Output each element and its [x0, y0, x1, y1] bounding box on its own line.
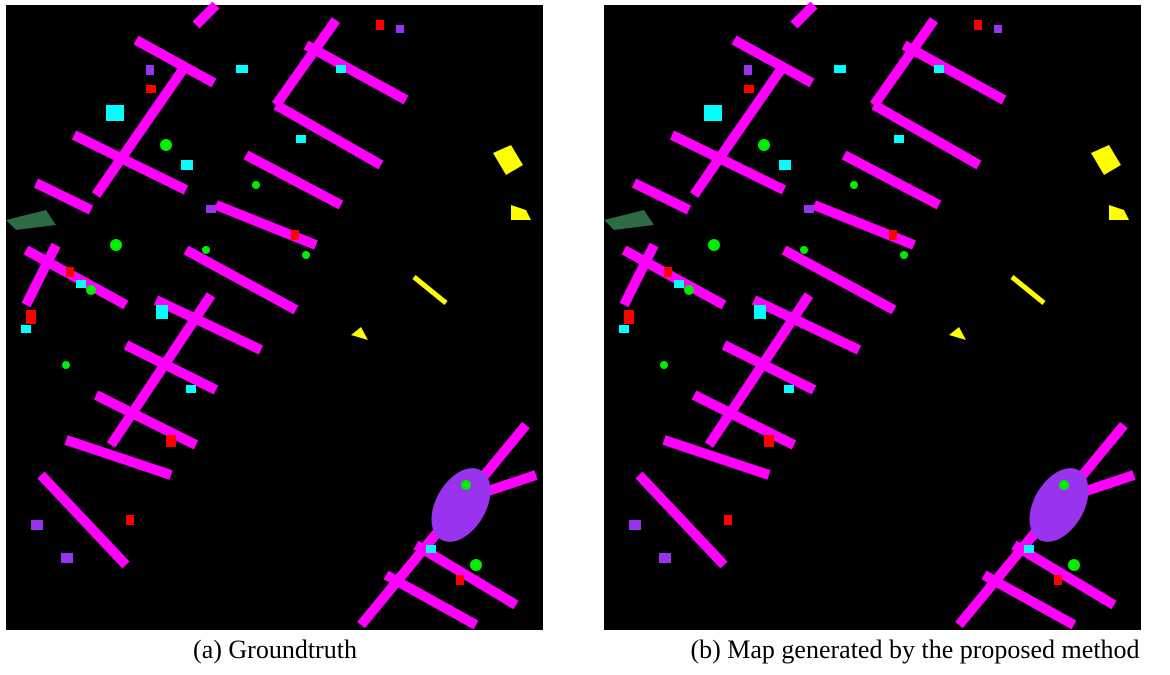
caption: (b) Map generated by the proposed method [690, 635, 1139, 664]
groundtruth-map [6, 5, 543, 630]
predicted-map [604, 5, 1141, 630]
figure: (a) Groundtruth (b) Map generated by the… [0, 0, 1170, 675]
page: (a) Groundtruth (b) Map generated by the… [0, 0, 1170, 675]
caption: (a) Groundtruth [193, 635, 357, 664]
